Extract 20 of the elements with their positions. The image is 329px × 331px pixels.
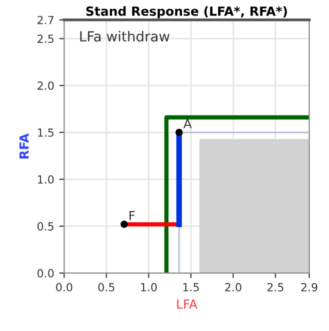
annotation: A (183, 119, 192, 128)
y-tick-label: 2.0 (38, 81, 54, 90)
y-tick-label: 1.5 (38, 128, 54, 137)
annotation: LFa withdraw (80, 30, 170, 42)
y-tick-label: 1.0 (38, 175, 54, 184)
y-tick-label: 0.0 (37, 269, 54, 278)
y-tick-label: 0.5 (37, 222, 54, 231)
x-tick-label: 2.5 (267, 282, 284, 292)
x-tick-label: 0.0 (56, 282, 72, 292)
x-axis-title: LFA (177, 299, 198, 309)
annotation: F (130, 211, 135, 220)
y-axis-title: RFA (19, 133, 29, 159)
x-tick-label: 1.5 (183, 283, 199, 292)
x-tick-label: 2.9 (301, 282, 318, 292)
chart-title: Stand Response (LFA*, RFA*) (86, 6, 287, 18)
x-tick-label: 2.0 (225, 282, 242, 292)
y-tick-label: 2.5 (38, 34, 54, 43)
y-tick-label: 2.7 (38, 16, 54, 24)
x-tick-label: 1.0 (141, 282, 157, 292)
x-tick-label: 0.5 (98, 282, 114, 292)
